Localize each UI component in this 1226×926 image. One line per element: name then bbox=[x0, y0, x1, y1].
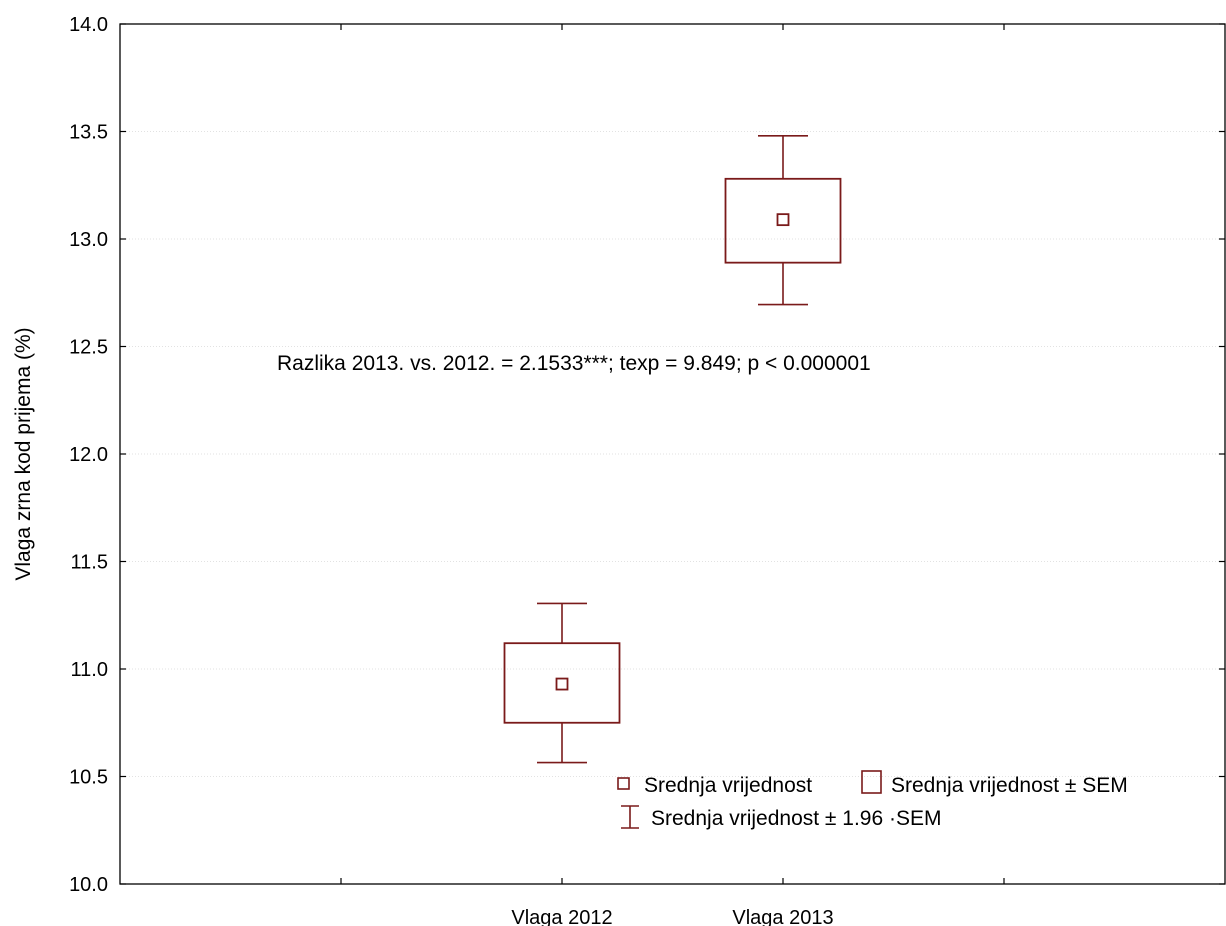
x-tick-label: Vlaga 2012 bbox=[511, 907, 612, 926]
y-tick-label: 10.0 bbox=[69, 874, 108, 896]
y-tick-label: 12.5 bbox=[69, 337, 108, 359]
sem-box bbox=[724, 177, 842, 264]
y-tick-label: 14.0 bbox=[69, 14, 108, 36]
y-tick-label: 12.0 bbox=[69, 444, 108, 466]
box-group-2 bbox=[724, 135, 842, 306]
y-tick-label: 11.0 bbox=[71, 659, 108, 681]
legend-label-mean: Srednja vrijednost bbox=[644, 774, 812, 797]
gridlines bbox=[120, 131, 1225, 777]
mean-marker bbox=[776, 213, 790, 227]
box-group-1 bbox=[503, 602, 621, 764]
legend: Srednja vrijednost Srednja vrijednost ± S… bbox=[617, 770, 1128, 830]
y-tick-label: 13.0 bbox=[69, 229, 108, 251]
data-marks bbox=[503, 135, 842, 764]
legend-label-whisker: Srednja vrijednost ± 1.96 ·SEM bbox=[651, 807, 942, 830]
significance-annotation: Razlika 2013. vs. 2012. = 2.1533***; tex… bbox=[277, 352, 871, 375]
y-axis-ticks: 10.0 10.5 11.0 11.5 12.0 12.5 13.0 13.5 14.0 bbox=[69, 14, 1225, 896]
x-tick-label: Vlaga 2013 bbox=[732, 907, 833, 926]
mean-marker bbox=[555, 677, 569, 691]
y-tick-label: 11.5 bbox=[71, 552, 108, 574]
legend-mean-marker bbox=[617, 777, 630, 790]
x-axis-ticks: Vlaga 2012 Vlaga 2013 bbox=[340, 24, 1005, 926]
legend-label-sem: Srednja vrijednost ± SEM bbox=[891, 774, 1128, 797]
sem-box bbox=[503, 642, 621, 724]
y-tick-label: 10.5 bbox=[69, 767, 108, 789]
y-axis-label: Vlaga zrna kod prijema (%) bbox=[12, 327, 35, 580]
plot-frame bbox=[119, 23, 1226, 885]
y-tick-label: 13.5 bbox=[69, 122, 108, 144]
legend-sem-box bbox=[861, 770, 882, 794]
